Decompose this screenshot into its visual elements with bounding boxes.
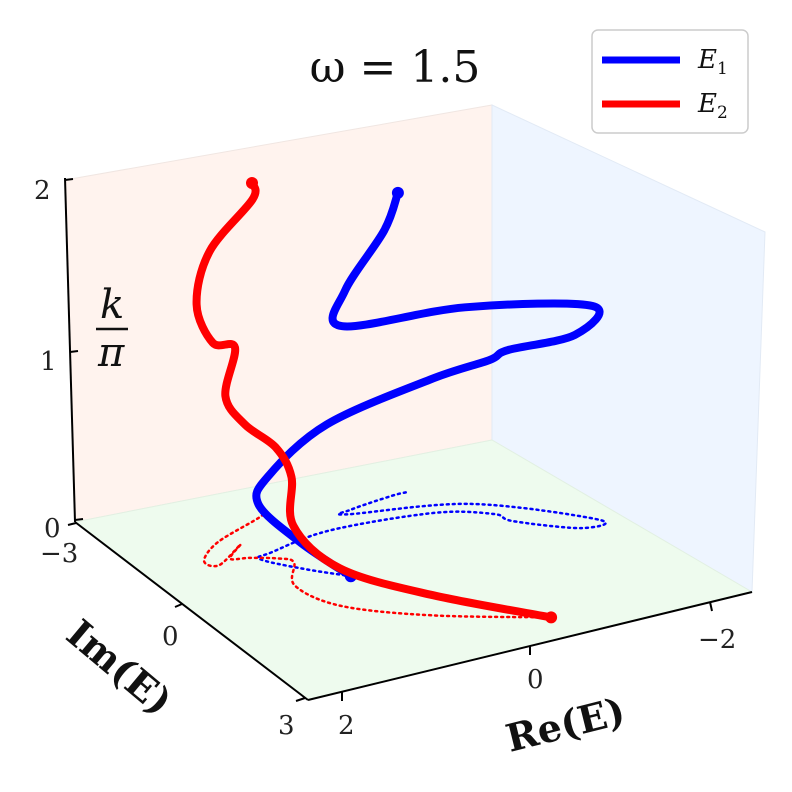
x-tick-label: −2 — [698, 625, 736, 655]
floor-projections — [202, 490, 607, 619]
z-tick-label: 2 — [34, 176, 51, 206]
endpoint-marker-e2-start — [545, 611, 558, 624]
x-axis-ticks — [341, 601, 713, 701]
x-axis-label: Re(E) — [501, 688, 629, 761]
legend-label-e2: E2 — [697, 89, 728, 123]
z-axis-ticks — [64, 178, 84, 521]
y-axis-ticks — [67, 522, 306, 702]
y-tick-label: 0 — [162, 622, 179, 652]
z-axis-line — [64, 177, 76, 523]
chart-title: ω = 1.5 — [310, 42, 481, 93]
z-label-denominator: π — [97, 330, 125, 376]
endpoint-marker-e1-end — [391, 186, 404, 199]
floor-projection-e1 — [256, 490, 607, 578]
y-tick-label: −3 — [40, 539, 78, 569]
z-tick-label: 0 — [44, 514, 61, 544]
z-tick-label: 1 — [40, 347, 57, 377]
curves — [192, 177, 604, 624]
y-axis-line — [74, 521, 309, 701]
z-label-numerator: k — [100, 282, 124, 328]
z-axis-label: k π — [96, 282, 128, 376]
series-line-e2 — [192, 179, 556, 622]
y-tick-label: 3 — [278, 711, 295, 741]
floor-projection-e2 — [202, 506, 553, 619]
x-tick-label: 0 — [527, 665, 544, 695]
series-line-e1 — [252, 188, 604, 581]
legend-label-e1: E1 — [697, 45, 728, 79]
x-tick-label: 2 — [338, 711, 355, 741]
legend: E1 E2 — [591, 29, 749, 134]
endpoint-marker-e2-end — [246, 177, 258, 189]
